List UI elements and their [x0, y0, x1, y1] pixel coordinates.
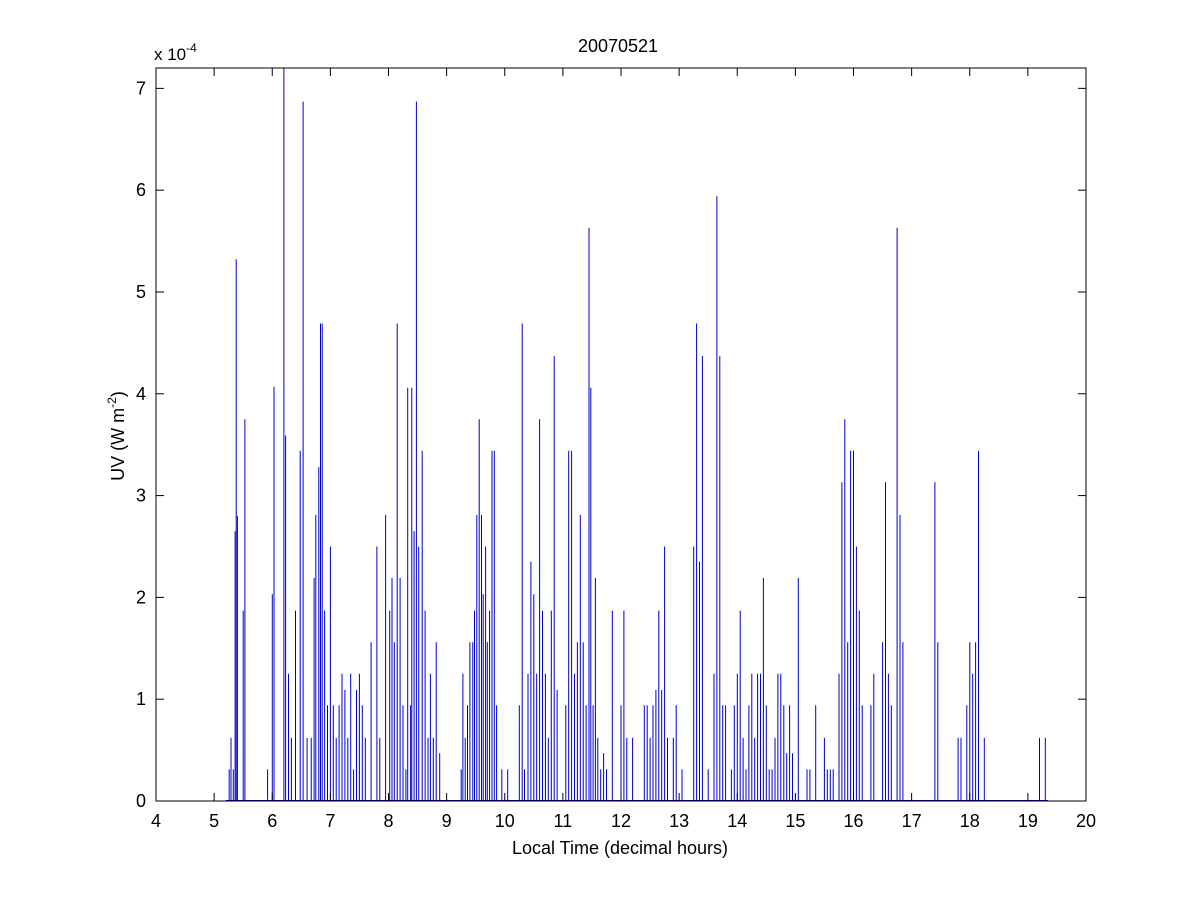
series-0	[225, 68, 1049, 801]
x-tick-label: 17	[902, 811, 922, 831]
exponent-prefix: x 10	[154, 45, 186, 64]
x-tick-label: 18	[960, 811, 980, 831]
y-label-power: -2	[105, 397, 119, 408]
x-axis-label: Local Time (decimal hours)	[512, 838, 728, 858]
y-label-close: )	[108, 391, 128, 397]
exponent-power: -4	[186, 41, 197, 55]
y-tick-label: 3	[136, 486, 146, 506]
y-axis-label: UV (W m-2)	[105, 391, 128, 481]
x-tick-label: 8	[383, 811, 393, 831]
y-tick-label: 2	[136, 587, 146, 607]
y-tick-label: 6	[136, 180, 146, 200]
y-tick-label: 1	[136, 689, 146, 709]
y-label-main: UV (W m	[108, 408, 128, 481]
y-tick-label: 5	[136, 282, 146, 302]
svg-text:x 10-4: x 10-4	[154, 41, 197, 64]
y-axis-exponent-label: x 10-4	[154, 41, 197, 64]
x-tick-label: 10	[495, 811, 515, 831]
x-tick-label: 11	[554, 811, 573, 831]
y-tick-label: 7	[136, 78, 146, 98]
y-axis-label-group: UV (W m-2)	[105, 391, 128, 481]
x-tick-label: 14	[727, 811, 747, 831]
x-tick-label: 15	[785, 811, 805, 831]
x-tick-label: 5	[209, 811, 219, 831]
y-tick-label: 0	[136, 791, 146, 811]
x-axis: 4 5 6 7 8 9 10 11 12 13 14 15 16 17 18 19 20	[151, 68, 1096, 831]
x-tick-label: 6	[267, 811, 277, 831]
x-tick-label: 16	[843, 811, 863, 831]
y-tick-label: 4	[136, 384, 146, 404]
chart-title: 20070521	[578, 36, 658, 56]
x-tick-label: 12	[611, 811, 631, 831]
x-tick-label: 9	[442, 811, 452, 831]
x-tick-label: 20	[1076, 811, 1096, 831]
y-axis: 0 1 2 3 4 5 6 7	[136, 78, 1086, 811]
x-tick-label: 13	[669, 811, 689, 831]
series-layer	[225, 68, 1049, 801]
x-tick-label: 7	[325, 811, 335, 831]
x-tick-label: 4	[151, 811, 161, 831]
x-tick-label: 19	[1018, 811, 1038, 831]
